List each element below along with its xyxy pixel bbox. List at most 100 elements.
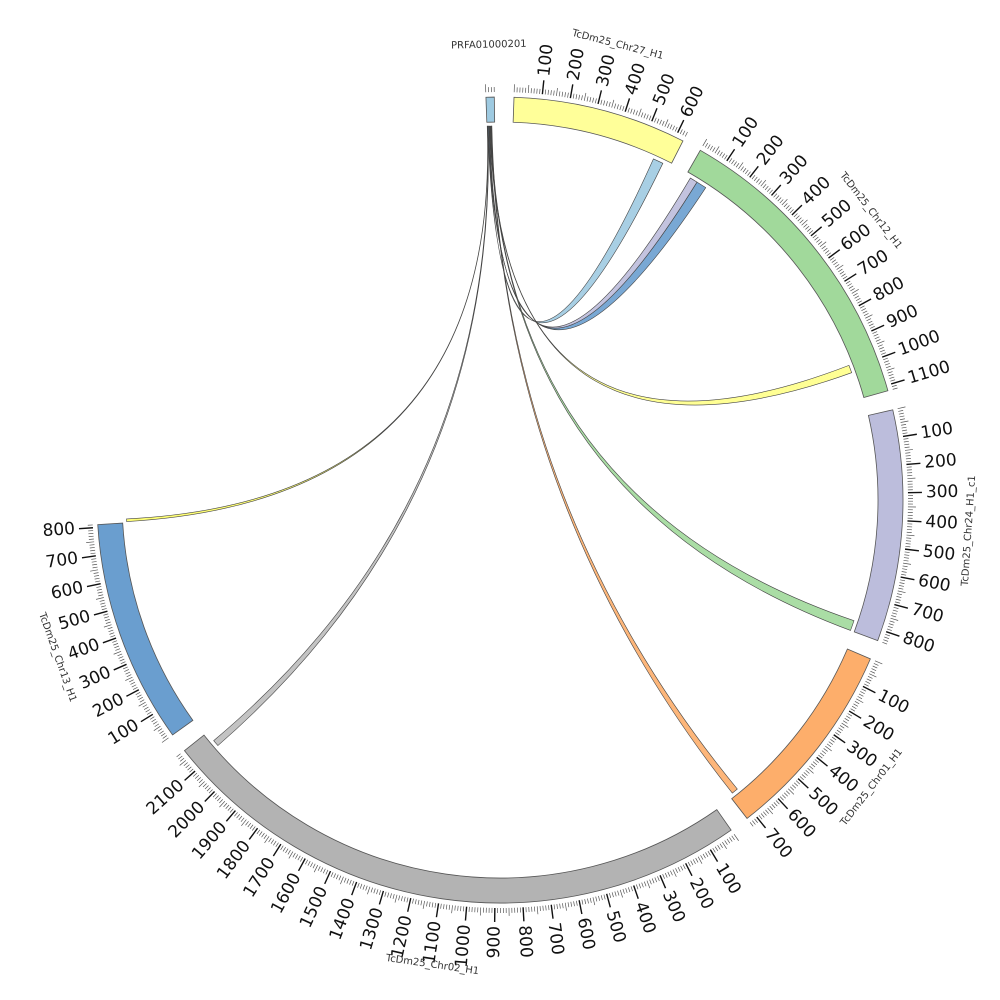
link-PRFA01000201-chr12-4 <box>488 125 698 329</box>
tick-label: 500 <box>649 71 680 109</box>
major-tick <box>78 527 93 530</box>
major-tick <box>248 827 259 840</box>
segment-PRFA01000201 <box>485 96 496 123</box>
major-tick <box>881 351 896 358</box>
tick-label: 100 <box>711 860 745 898</box>
major-tick <box>844 273 857 282</box>
major-tick <box>569 84 574 99</box>
tick-label: 200 <box>859 712 897 746</box>
tick-label: 500 <box>56 606 93 634</box>
link-PRFA01000201-chr02-1 <box>213 125 489 746</box>
major-tick <box>597 90 603 105</box>
segment-chr12 <box>687 149 889 398</box>
tick-label: 400 <box>925 512 958 534</box>
major-tick <box>685 863 693 877</box>
tick-label: 100 <box>919 419 954 444</box>
tick-label: 600 <box>916 571 952 597</box>
major-tick <box>351 881 358 896</box>
major-tick <box>522 907 525 922</box>
tick-label: 200 <box>753 131 789 169</box>
tick-label: 100 <box>105 715 143 749</box>
major-tick <box>777 798 789 810</box>
major-tick <box>894 603 909 609</box>
tick-label: 600 <box>837 220 875 255</box>
tick-label: 100 <box>534 43 557 77</box>
major-tick <box>407 897 412 912</box>
tick-label: 400 <box>621 61 650 98</box>
tick-label: 800 <box>42 519 76 541</box>
tick-label: 500 <box>602 909 630 946</box>
tick-label: 700 <box>760 825 796 863</box>
major-tick <box>709 849 719 862</box>
minor-ticks <box>485 84 495 93</box>
minor-ticks <box>749 660 883 827</box>
links-layer <box>126 125 855 794</box>
major-tick <box>435 903 440 918</box>
tick-label: 900 <box>484 926 504 959</box>
link-PRFA01000201-chr01-7 <box>491 125 738 794</box>
major-tick <box>659 875 667 889</box>
tick-label: 1400 <box>326 895 360 943</box>
major-tick <box>93 610 108 616</box>
tick-label: 500 <box>804 784 841 821</box>
link-PRFA01000201-chr13-0 <box>126 125 489 522</box>
tick-label: 1500 <box>296 883 332 931</box>
tick-label: 700 <box>544 921 568 956</box>
tick-label: 400 <box>630 899 660 936</box>
major-tick <box>848 710 862 719</box>
segment-chr24 <box>853 409 904 642</box>
major-tick <box>907 520 922 523</box>
major-tick <box>81 555 96 559</box>
segment-chr27 <box>512 96 684 164</box>
segments-layer <box>97 96 904 904</box>
segment-chr01 <box>731 648 871 819</box>
segment-label-PRFA01000201: PRFA01000201 <box>451 39 527 52</box>
link-PRFA01000201-chr12-5 <box>489 125 853 406</box>
tick-label: 600 <box>573 916 599 952</box>
major-tick <box>677 119 685 134</box>
tick-label: 400 <box>798 173 835 210</box>
tick-label: 1000 <box>452 924 475 969</box>
major-tick <box>862 685 876 694</box>
tick-label: 800 <box>900 628 937 657</box>
major-tick <box>726 148 736 162</box>
tick-label: 1300 <box>356 905 388 952</box>
minor-ticks <box>513 84 688 137</box>
tick-label: 500 <box>922 541 957 565</box>
segment-chr13 <box>97 522 194 736</box>
tick-label: 600 <box>676 83 708 121</box>
major-tick <box>871 324 885 332</box>
minor-ticks <box>702 138 898 390</box>
major-tick <box>810 226 823 237</box>
tick-label: 200 <box>685 875 718 913</box>
major-tick <box>890 379 905 385</box>
major-tick <box>756 816 767 829</box>
major-tick <box>749 165 759 178</box>
tick-label: 300 <box>926 482 959 503</box>
tick-label: 800 <box>514 925 536 959</box>
tick-label: 300 <box>658 888 689 926</box>
major-tick <box>885 630 900 637</box>
major-tick <box>86 583 101 588</box>
tick-label: 100 <box>874 686 912 719</box>
minor-ticks <box>176 753 739 916</box>
minor-ticks <box>882 406 916 645</box>
major-tick <box>624 98 631 112</box>
major-tick <box>906 462 921 466</box>
tick-label: 300 <box>76 662 114 693</box>
major-tick <box>140 713 154 723</box>
tick-label: 1000 <box>896 326 944 360</box>
major-tick <box>633 885 639 899</box>
tick-label: 200 <box>90 689 128 722</box>
major-tick <box>900 576 915 581</box>
tick-label: 400 <box>65 635 102 665</box>
major-tick <box>184 770 196 781</box>
major-tick <box>541 80 545 95</box>
major-tick <box>651 108 658 122</box>
major-tick <box>816 756 828 767</box>
tick-label: 200 <box>564 47 589 82</box>
major-tick <box>113 663 127 671</box>
tick-label: 600 <box>49 578 85 604</box>
